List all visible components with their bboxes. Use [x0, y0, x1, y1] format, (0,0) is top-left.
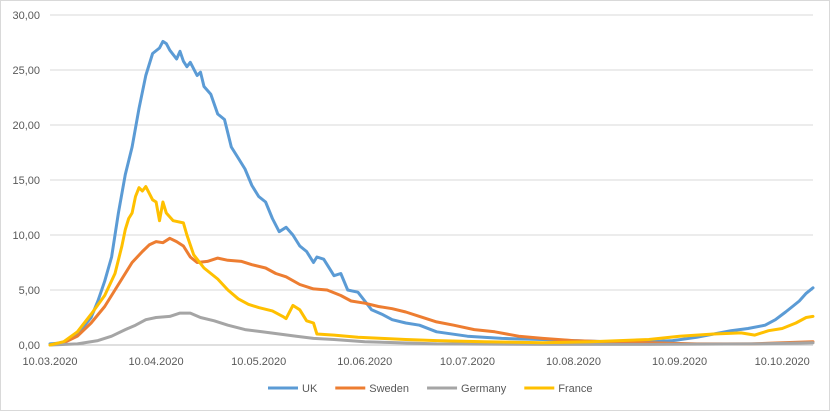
y-tick-label: 30,00 — [12, 10, 40, 22]
x-tick-label: 10.09.2020 — [652, 356, 707, 368]
x-tick-label: 10.06.2020 — [337, 356, 392, 368]
legend-label: UK — [302, 383, 318, 395]
gridlines — [50, 14, 813, 346]
legend: UK Sweden Germany France — [268, 383, 593, 395]
y-tick-label: 20,00 — [12, 120, 40, 132]
x-tick-label: 10.03.2020 — [22, 356, 77, 368]
x-axis-ticks: 10.03.2020 10.04.2020 10.05.2020 10.06.2020… — [22, 356, 809, 368]
series-lines — [48, 39, 815, 347]
x-tick-label: 10.07.2020 — [440, 356, 495, 368]
y-tick-label: 15,00 — [12, 175, 40, 187]
x-tick-label: 10.10.2020 — [755, 356, 810, 368]
legend-label: France — [558, 383, 592, 395]
legend-item-sweden: Sweden — [335, 383, 409, 395]
legend-item-germany: Germany — [427, 383, 507, 395]
y-tick-label: 5,00 — [19, 285, 40, 297]
legend-item-uk: UK — [268, 383, 318, 395]
x-tick-label: 10.04.2020 — [129, 356, 184, 368]
legend-label: Germany — [461, 383, 507, 395]
series-line-sweden — [48, 236, 815, 347]
series-line-france — [48, 185, 815, 347]
x-tick-label: 10.08.2020 — [546, 356, 601, 368]
legend-label: Sweden — [369, 383, 409, 395]
y-tick-label: 10,00 — [12, 230, 40, 242]
series-line-uk — [48, 39, 815, 346]
legend-item-france: France — [524, 383, 593, 395]
y-tick-label: 25,00 — [12, 65, 40, 77]
series-line-germany — [48, 311, 815, 347]
y-axis-ticks: 0,00 5,00 10,00 15,00 20,00 25,00 30,00 — [12, 10, 40, 352]
x-tick-label: 10.05.2020 — [231, 356, 286, 368]
y-tick-label: 0,00 — [19, 340, 40, 352]
